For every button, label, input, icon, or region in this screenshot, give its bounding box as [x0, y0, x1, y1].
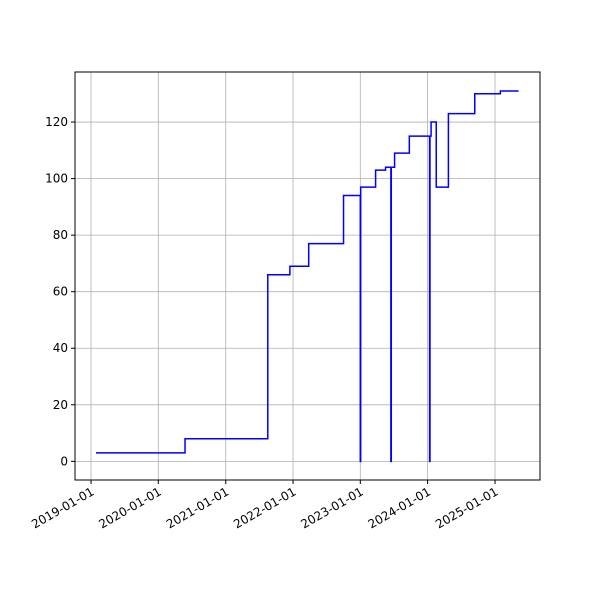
- x-tick-label: 2021-01-01: [164, 484, 231, 531]
- y-tick-label: 60: [53, 285, 68, 299]
- data-line: [96, 90, 519, 463]
- y-tick-label: 40: [53, 341, 68, 355]
- y-tick-label: 120: [45, 115, 68, 129]
- y-tick-label: 20: [53, 398, 68, 412]
- y-tick-label: 80: [53, 228, 68, 242]
- x-tick-label: 2023-01-01: [298, 484, 365, 531]
- x-tick-label: 2024-01-01: [366, 484, 433, 531]
- y-tick-label: 0: [60, 454, 68, 468]
- y-tick-label: 100: [45, 172, 68, 186]
- x-tick-label: 2022-01-01: [231, 484, 298, 531]
- x-tick-label: 2025-01-01: [433, 484, 500, 531]
- x-tick-label: 2019-01-01: [29, 484, 96, 531]
- x-tick-label: 2020-01-01: [96, 484, 163, 531]
- plot-frame: [74, 71, 541, 481]
